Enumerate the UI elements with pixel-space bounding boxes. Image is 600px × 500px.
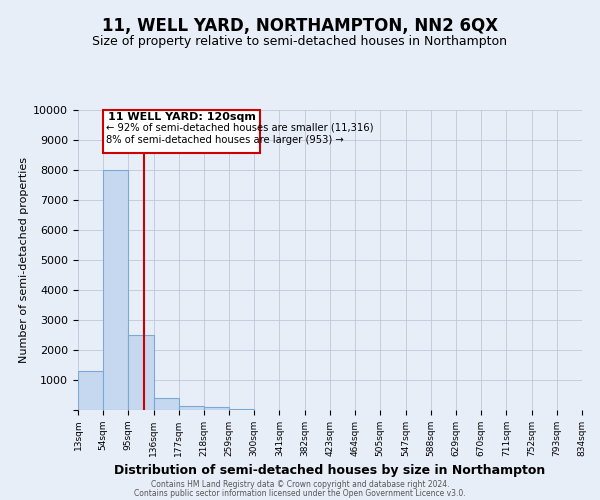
Bar [204,407,229,410]
Text: 11 WELL YARD: 120sqm: 11 WELL YARD: 120sqm [108,112,256,122]
Text: Contains public sector information licensed under the Open Government Licence v3: Contains public sector information licen… [134,488,466,498]
Text: 8% of semi-detached houses are larger (953) →: 8% of semi-detached houses are larger (9… [106,135,343,145]
Bar [103,170,128,410]
Text: ← 92% of semi-detached houses are smaller (11,316): ← 92% of semi-detached houses are smalle… [106,122,373,132]
Y-axis label: Number of semi-detached properties: Number of semi-detached properties [19,157,29,363]
Bar [128,335,154,410]
Bar [154,398,179,410]
Bar [78,371,103,410]
Bar [179,406,204,410]
Text: Size of property relative to semi-detached houses in Northampton: Size of property relative to semi-detach… [92,35,508,48]
FancyBboxPatch shape [103,110,260,152]
X-axis label: Distribution of semi-detached houses by size in Northampton: Distribution of semi-detached houses by … [115,464,545,477]
Bar [229,408,254,410]
Text: 11, WELL YARD, NORTHAMPTON, NN2 6QX: 11, WELL YARD, NORTHAMPTON, NN2 6QX [102,18,498,36]
Text: Contains HM Land Registry data © Crown copyright and database right 2024.: Contains HM Land Registry data © Crown c… [151,480,449,489]
